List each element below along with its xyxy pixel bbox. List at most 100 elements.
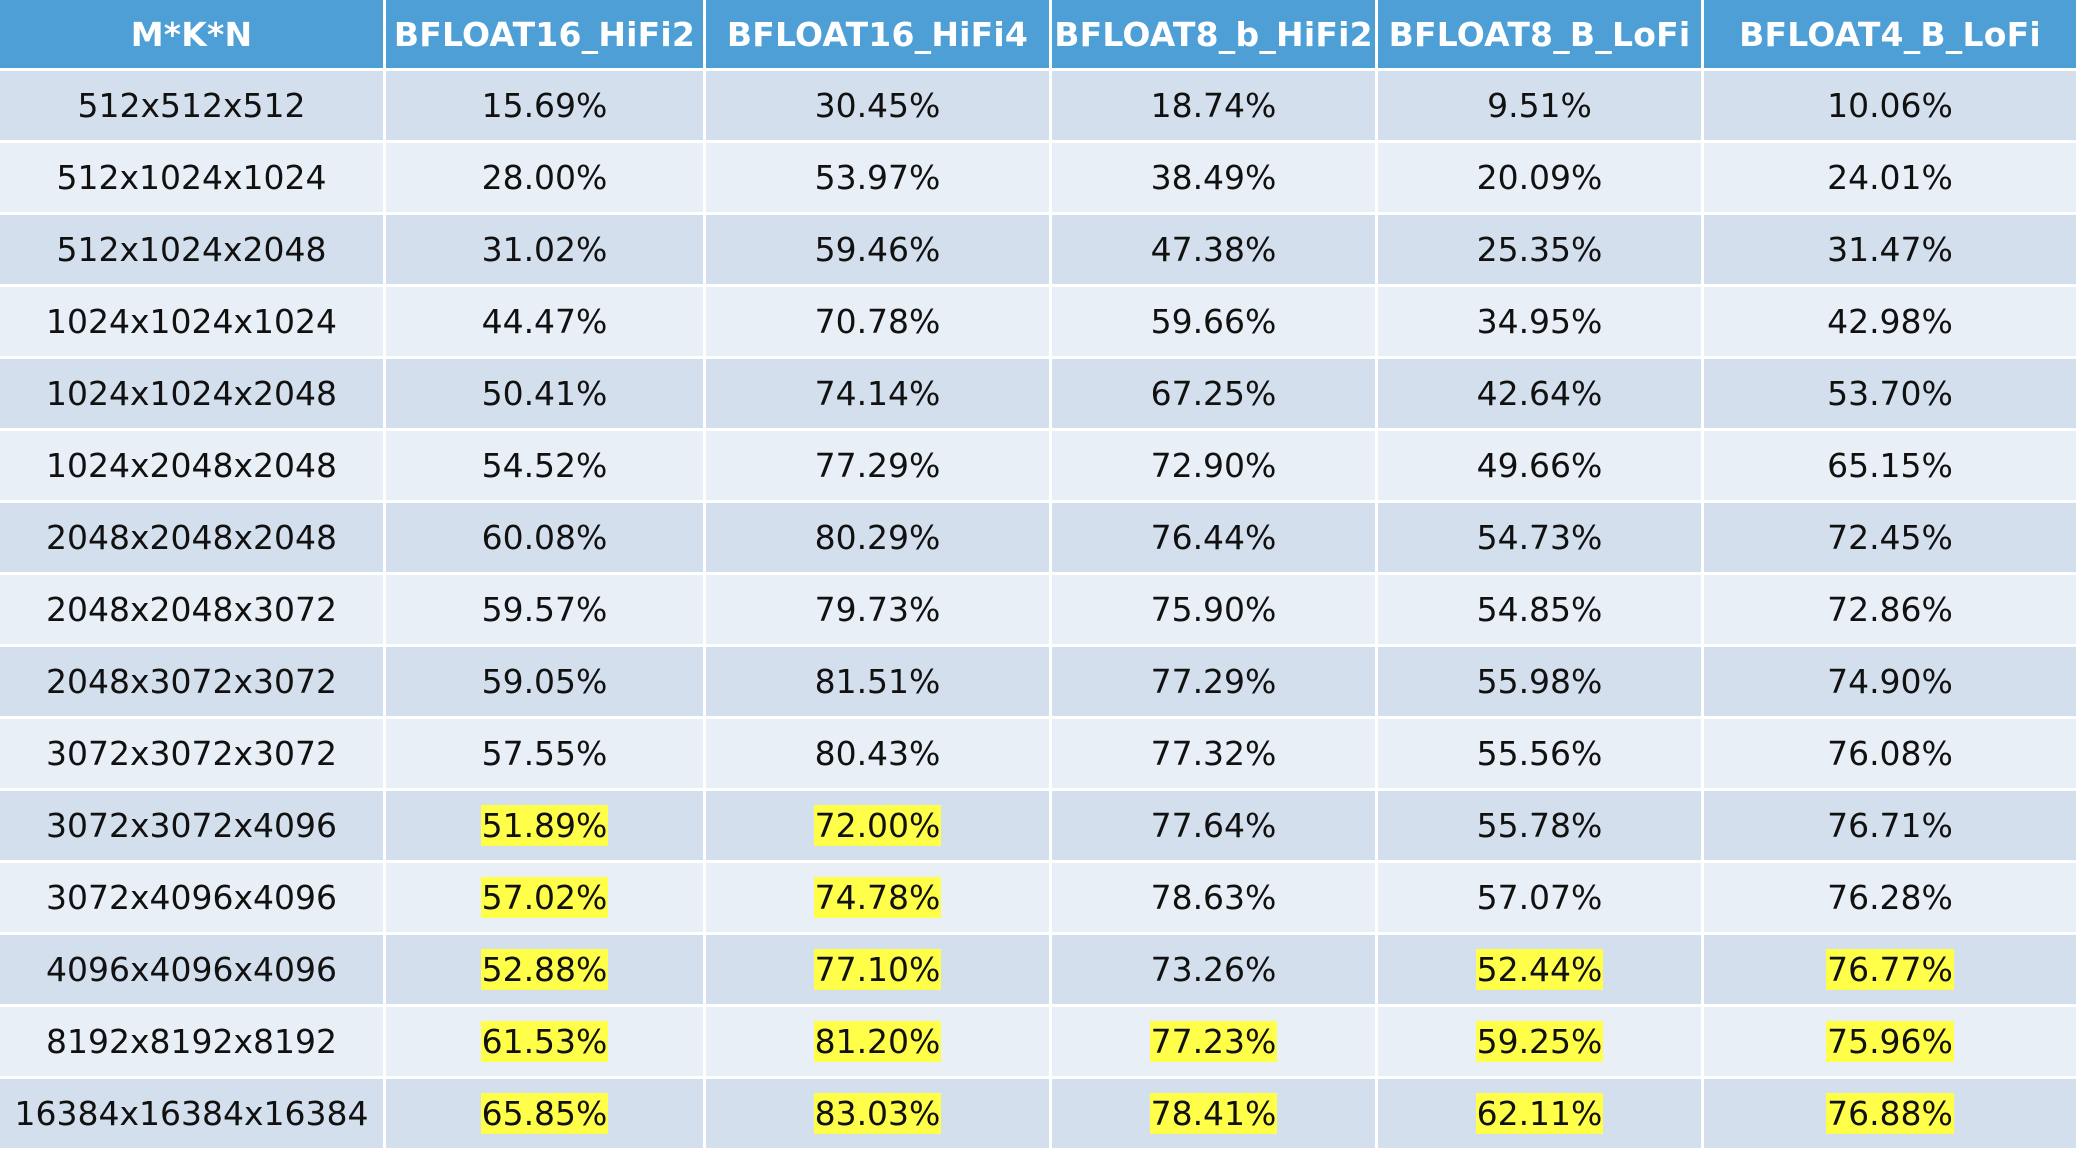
value-cell: 67.25% (1052, 359, 1378, 431)
highlighted-value: 76.77% (1826, 948, 1954, 991)
value-cell: 59.05% (386, 647, 706, 719)
cell-value: 72.90% (1150, 445, 1277, 485)
value-cell: 51.89% (386, 791, 706, 863)
column-header-mkn: M*K*N (0, 0, 386, 71)
row-label: 512x1024x1024 (56, 158, 327, 197)
value-cell: 77.23% (1052, 1007, 1378, 1079)
row-label: 2048x3072x3072 (45, 662, 337, 701)
value-cell: 81.51% (706, 647, 1052, 719)
value-cell: 55.56% (1378, 719, 1704, 791)
value-cell: 53.70% (1704, 359, 2076, 431)
row-label-cell: 4096x4096x4096 (0, 935, 386, 1007)
cell-value: 59.46% (814, 229, 941, 269)
value-cell: 54.73% (1378, 503, 1704, 575)
value-cell: 52.44% (1378, 935, 1704, 1007)
cell-value: 77.29% (1150, 661, 1277, 701)
cell-value: 76.28% (1827, 877, 1953, 917)
cell-value: 38.49% (1150, 157, 1277, 197)
row-label-cell: 3072x3072x3072 (0, 719, 386, 791)
row-label: 2048x2048x2048 (45, 518, 337, 557)
value-cell: 77.32% (1052, 719, 1378, 791)
value-cell: 59.57% (386, 575, 706, 647)
value-cell: 59.66% (1052, 287, 1378, 359)
value-cell: 31.02% (386, 215, 706, 287)
value-cell: 72.00% (706, 791, 1052, 863)
row-label: 3072x4096x4096 (45, 878, 337, 917)
row-label-cell: 512x1024x1024 (0, 143, 386, 215)
value-cell: 18.74% (1052, 71, 1378, 143)
value-cell: 81.20% (706, 1007, 1052, 1079)
value-cell: 65.15% (1704, 431, 2076, 503)
value-cell: 77.29% (706, 431, 1052, 503)
row-label: 512x1024x2048 (56, 230, 327, 269)
cell-value: 25.35% (1476, 229, 1603, 269)
value-cell: 10.06% (1704, 71, 2076, 143)
cell-value: 15.69% (481, 85, 608, 125)
highlighted-value: 65.85% (480, 1092, 609, 1135)
highlighted-value: 83.03% (813, 1092, 942, 1135)
row-label-cell: 1024x2048x2048 (0, 431, 386, 503)
value-cell: 76.44% (1052, 503, 1378, 575)
cell-value: 78.63% (1150, 877, 1277, 917)
cell-value: 20.09% (1476, 157, 1603, 197)
cell-value: 60.08% (481, 517, 608, 557)
cell-value: 31.02% (481, 229, 608, 269)
row-label: 1024x1024x1024 (45, 302, 337, 341)
value-cell: 72.45% (1704, 503, 2076, 575)
value-cell: 47.38% (1052, 215, 1378, 287)
value-cell: 76.88% (1704, 1079, 2076, 1151)
value-cell: 50.41% (386, 359, 706, 431)
table-row: 3072x3072x3072 57.55% 80.43% 77.32% 55.56% 76… (0, 719, 2076, 791)
value-cell: 57.55% (386, 719, 706, 791)
column-header-bfloat8-b-hifi2: BFLOAT8_b_HiFi2 (1052, 0, 1378, 71)
value-cell: 74.14% (706, 359, 1052, 431)
value-cell: 52.88% (386, 935, 706, 1007)
value-cell: 53.97% (706, 143, 1052, 215)
row-label: 3072x3072x3072 (45, 734, 337, 773)
row-label-cell: 3072x4096x4096 (0, 863, 386, 935)
table-row: 16384x16384x16384 65.85% 83.03% 78.41% 62.11… (0, 1079, 2076, 1151)
value-cell: 57.02% (386, 863, 706, 935)
row-label: 4096x4096x4096 (45, 950, 337, 989)
value-cell: 83.03% (706, 1079, 1052, 1151)
cell-value: 77.29% (814, 445, 941, 485)
row-label: 8192x8192x8192 (45, 1022, 337, 1061)
value-cell: 80.43% (706, 719, 1052, 791)
cell-value: 79.73% (814, 589, 941, 629)
value-cell: 76.71% (1704, 791, 2076, 863)
value-cell: 77.10% (706, 935, 1052, 1007)
value-cell: 59.46% (706, 215, 1052, 287)
cell-value: 50.41% (481, 373, 608, 413)
cell-value: 59.66% (1150, 301, 1277, 341)
value-cell: 44.47% (386, 287, 706, 359)
value-cell: 55.78% (1378, 791, 1704, 863)
value-cell: 74.90% (1704, 647, 2076, 719)
cell-value: 57.55% (481, 733, 608, 773)
table-row: 1024x2048x2048 54.52% 77.29% 72.90% 49.66% 65… (0, 431, 2076, 503)
highlighted-value: 59.25% (1475, 1020, 1604, 1063)
cell-value: 75.90% (1150, 589, 1277, 629)
highlighted-value: 62.11% (1475, 1092, 1604, 1135)
value-cell: 62.11% (1378, 1079, 1704, 1151)
cell-value: 65.15% (1827, 445, 1953, 485)
table-row: 2048x2048x2048 60.08% 80.29% 76.44% 54.73% 72… (0, 503, 2076, 575)
cell-value: 44.47% (481, 301, 608, 341)
table-body: 512x512x512 15.69% 30.45% 18.74% 9.51% 10.06%… (0, 71, 2076, 1151)
value-cell: 75.90% (1052, 575, 1378, 647)
value-cell: 76.77% (1704, 935, 2076, 1007)
value-cell: 25.35% (1378, 215, 1704, 287)
value-cell: 54.52% (386, 431, 706, 503)
cell-value: 70.78% (814, 301, 941, 341)
value-cell: 70.78% (706, 287, 1052, 359)
cell-value: 59.57% (481, 589, 608, 629)
cell-value: 73.26% (1150, 949, 1277, 989)
cell-value: 10.06% (1827, 85, 1953, 125)
cell-value: 47.38% (1150, 229, 1277, 269)
highlighted-value: 51.89% (480, 804, 609, 847)
cell-value: 72.86% (1827, 589, 1953, 629)
cell-value: 55.56% (1476, 733, 1603, 773)
value-cell: 65.85% (386, 1079, 706, 1151)
row-label: 1024x2048x2048 (45, 446, 337, 485)
cell-value: 67.25% (1150, 373, 1277, 413)
